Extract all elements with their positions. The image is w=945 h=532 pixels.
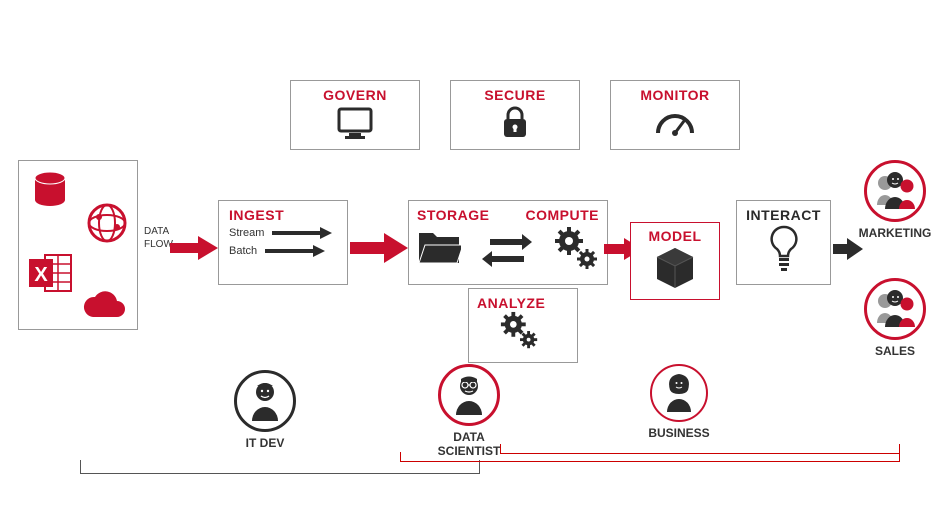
- business-persona-icon: [650, 364, 708, 422]
- flow-label: FLOW: [144, 238, 173, 251]
- sources-box: X: [18, 160, 138, 330]
- business-bracket: [500, 444, 900, 454]
- people-group-icon: [871, 287, 919, 331]
- compute-title: COMPUTE: [526, 207, 600, 223]
- sales-persona-icon: [864, 278, 926, 340]
- interact-title: INTERACT: [743, 207, 824, 223]
- govern-box: GOVERN: [290, 80, 420, 150]
- itdev-bracket: [80, 460, 480, 474]
- gears-icon: [553, 227, 599, 271]
- marketing-label: MARKETING: [850, 226, 940, 240]
- secure-title: SECURE: [459, 87, 571, 103]
- database-icon: [31, 171, 69, 213]
- gauge-icon: [654, 107, 696, 137]
- stream-label: Stream: [229, 227, 264, 239]
- person-icon: [245, 379, 285, 423]
- lock-icon: [500, 105, 530, 139]
- scientist-label-l1: DATA: [424, 430, 514, 444]
- itdev-label: IT DEV: [220, 436, 310, 450]
- analyze-box: ANALYZE: [468, 288, 578, 363]
- scientist-persona-icon: [438, 364, 500, 426]
- person-glasses-icon: [449, 373, 489, 417]
- gears-icon: [497, 311, 543, 353]
- folder-icon: [417, 231, 461, 267]
- business-label: BUSINESS: [634, 426, 724, 440]
- data-flow-label: DATA FLOW: [144, 225, 173, 251]
- sc-titles: STORAGE COMPUTE: [417, 207, 599, 223]
- bidir-arrows-icon: [482, 231, 532, 267]
- arrow-ingest-to-storage: [350, 233, 408, 263]
- arrow-sources-to-ingest: [170, 236, 218, 260]
- arrow-right-icon: [272, 227, 332, 239]
- monitor-title: MONITOR: [619, 87, 731, 103]
- monitor-icon: [335, 107, 375, 141]
- data-label: DATA: [144, 225, 173, 238]
- monitor-box: MONITOR: [610, 80, 740, 150]
- ingest-batch-row: Batch: [229, 245, 337, 257]
- model-title: MODEL: [636, 228, 714, 244]
- lightbulb-icon: [767, 225, 801, 273]
- sales-label: SALES: [850, 344, 940, 358]
- ingest-title: INGEST: [229, 207, 337, 223]
- storage-compute-box: STORAGE COMPUTE: [408, 200, 608, 285]
- analyze-title: ANALYZE: [477, 295, 569, 311]
- storage-title: STORAGE: [417, 207, 489, 223]
- cloud-icon: [79, 291, 127, 321]
- globe-icon: [85, 201, 129, 245]
- itdev-persona-icon: [234, 370, 296, 432]
- sc-icons-row: [417, 227, 599, 271]
- secure-box: SECURE: [450, 80, 580, 150]
- arrow-right-icon: [265, 245, 325, 257]
- govern-title: GOVERN: [299, 87, 411, 103]
- interact-box: INTERACT: [736, 200, 831, 285]
- ingest-stream-row: Stream: [229, 227, 337, 239]
- excel-icon: X: [27, 251, 75, 295]
- ingest-box: INGEST Stream Batch: [218, 200, 348, 285]
- marketing-persona-icon: [864, 160, 926, 222]
- model-box: MODEL: [630, 222, 720, 300]
- person-female-icon: [660, 372, 698, 414]
- people-group-icon: [871, 169, 919, 213]
- svg-text:X: X: [34, 264, 48, 286]
- arrow-interact-to-output: [833, 238, 863, 260]
- batch-label: Batch: [229, 245, 257, 257]
- cube-icon: [654, 246, 696, 290]
